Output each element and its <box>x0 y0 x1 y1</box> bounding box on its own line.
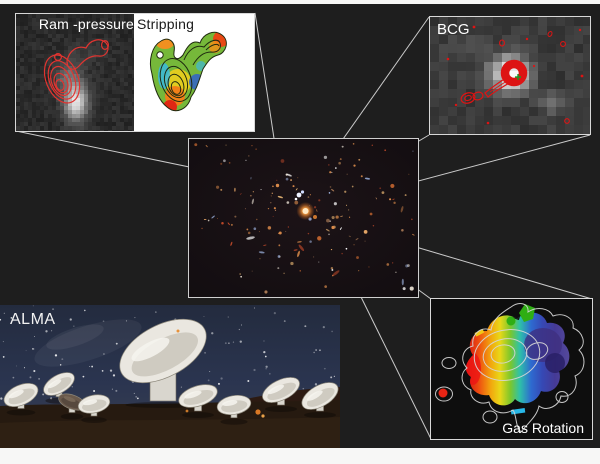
galaxy-cluster-image <box>188 138 419 298</box>
alma-photo: ALMA <box>0 305 340 448</box>
co-contours-dark <box>149 31 227 112</box>
gas-outlying-clumps <box>438 304 535 415</box>
co-contours-red <box>43 39 109 104</box>
gas-rotation-label: Gas Rotation <box>502 420 584 436</box>
bcg-panel: BCG <box>429 16 591 135</box>
ram-grayscale-image <box>16 14 134 131</box>
ram-pressure-panel: Ram -pressure Stripping <box>15 13 255 132</box>
gas-rotation-panel: Gas Rotation <box>430 298 593 440</box>
campfire-light <box>255 409 261 415</box>
bcg-center-cross <box>515 74 521 80</box>
bottom-edge-strip <box>0 448 600 464</box>
alma-label: ALMA <box>10 311 56 328</box>
ram-velocity-map <box>134 14 254 131</box>
bcg-radio-contours <box>446 25 584 125</box>
bcg-label: BCG <box>437 21 470 38</box>
radio-dishes <box>3 318 339 425</box>
top-edge-strip <box>0 0 600 4</box>
gas-white-contours <box>435 303 585 433</box>
star-field-svg <box>189 139 418 297</box>
